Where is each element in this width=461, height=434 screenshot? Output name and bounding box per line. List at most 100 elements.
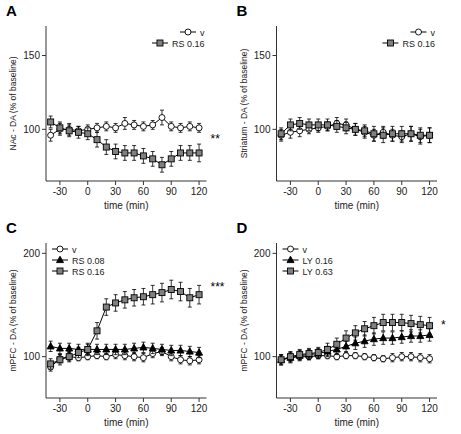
marker [178,125,184,131]
x-axis [46,181,207,182]
error-bar [381,128,385,143]
panel: 100150-300306090120time (min)NAc - DA (%… [6,2,220,211]
error-bar [169,280,173,299]
marker [278,356,285,362]
marker [408,332,415,338]
marker [278,131,284,137]
x-tick-label: 0 [315,186,321,197]
marker [389,131,395,137]
error-bar [188,357,192,365]
series-line [281,123,429,136]
legend-label: v [200,28,205,38]
marker [177,347,184,353]
x-tick-label: -30 [53,403,68,414]
error-bar [114,295,118,312]
error-bar [279,355,283,365]
marker [103,144,109,150]
legend-label: v [431,28,436,38]
error-bar [428,128,432,143]
error-bar [151,285,155,304]
error-bar [409,315,413,332]
error-bar [132,146,136,161]
error-bar [344,119,348,131]
marker [122,150,128,156]
x-tick [346,398,347,402]
marker [343,125,349,131]
error-bar [279,355,283,365]
error-bar [179,123,183,132]
error-bar [307,119,311,131]
x-tick [373,181,374,185]
marker [325,122,331,128]
y-tick [273,55,277,56]
error-bar [363,354,367,360]
marker [168,123,174,129]
marker [168,287,174,293]
error-bar [49,116,53,128]
panel-letter: D [237,219,248,236]
error-bar [372,317,376,334]
marker [380,356,386,362]
error-bar [363,322,367,336]
marker [427,132,433,138]
marker [196,349,203,355]
marker [389,320,395,326]
x-tick-label: 60 [138,403,150,414]
x-tick-label: 60 [368,403,380,414]
error-bar [95,132,99,147]
error-bar [372,355,376,361]
marker [159,162,165,168]
error-bar [104,140,108,155]
error-bar [390,314,394,331]
x-tick [290,398,291,402]
error-bar [169,151,173,166]
marker [389,334,396,340]
y-tick-label: 200 [23,248,40,259]
marker [408,131,414,137]
x-tick-label: 90 [396,186,408,197]
marker [94,137,100,143]
error-bar [141,288,145,305]
error-bar [288,352,292,362]
marker [371,323,377,329]
marker [131,354,137,360]
x-tick [401,181,402,185]
x-tick-label: 30 [341,403,353,414]
series-line [281,323,429,360]
marker [187,358,193,364]
error-bar [400,353,404,361]
marker [158,346,165,352]
x-tick [401,398,402,402]
marker [399,131,405,137]
x-tick [346,181,347,185]
error-bar [197,285,201,304]
series-line [51,118,199,136]
error-bar [418,354,422,362]
marker [94,125,100,131]
marker [361,337,368,343]
y-axis-label: mPFC - DA (% of baseline) [239,269,249,371]
legend-label: LY 0.16 [303,256,333,266]
error-bar [104,299,108,316]
error-bar [353,123,357,135]
x-tick [318,398,319,402]
y-tick [42,129,46,130]
legend-marker [57,268,63,274]
series-line [51,290,199,364]
legend-label: v [72,245,77,255]
marker [343,353,349,359]
legend: vRS 0.16 [152,28,205,49]
marker [287,122,293,128]
error-bar [179,282,183,301]
marker [140,123,146,129]
marker [380,320,386,326]
x-tick [143,181,144,185]
marker [370,335,377,341]
error-bar [58,355,62,365]
error-bar [353,353,357,359]
marker [408,131,414,137]
marker [48,132,54,138]
marker [57,357,63,363]
marker [131,122,137,128]
error-bar [335,120,339,132]
